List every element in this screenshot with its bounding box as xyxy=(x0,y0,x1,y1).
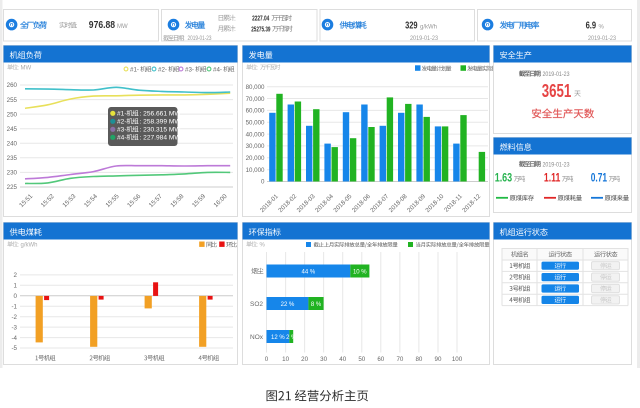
svg-text:225: 225 xyxy=(7,184,18,191)
svg-text:6.9: 6.9 xyxy=(586,20,597,32)
svg-text:250: 250 xyxy=(7,111,18,118)
svg-text:70: 70 xyxy=(396,356,403,363)
svg-text:#2-: #2- xyxy=(117,119,127,126)
svg-text::: : xyxy=(17,242,19,248)
svg-text::: : xyxy=(234,26,236,33)
svg-text::: : xyxy=(183,35,185,42)
svg-text:22 %: 22 % xyxy=(281,302,295,308)
svg-text:20,000: 20,000 xyxy=(246,155,265,162)
svg-text:0.71: 0.71 xyxy=(591,172,608,184)
svg-text:30,000: 30,000 xyxy=(246,143,265,150)
svg-text:#1-: #1- xyxy=(130,66,139,73)
svg-text:%: % xyxy=(260,242,266,248)
svg-text:g/kWh: g/kWh xyxy=(21,242,38,248)
svg-text:230: 230 xyxy=(7,170,18,177)
svg-text:-3: -3 xyxy=(11,324,17,331)
svg-text:-4: -4 xyxy=(11,335,17,342)
svg-text:60,000: 60,000 xyxy=(246,108,265,115)
svg-text:: 227.984 MW: : 227.984 MW xyxy=(140,135,182,142)
svg-text:0: 0 xyxy=(265,356,269,363)
svg-text:2 %: 2 % xyxy=(286,335,297,341)
svg-text:44 %: 44 % xyxy=(302,269,316,275)
svg-text:80: 80 xyxy=(415,356,422,363)
svg-text:%: % xyxy=(599,25,605,31)
svg-text:90: 90 xyxy=(435,356,442,363)
svg-text:329: 329 xyxy=(405,20,418,32)
svg-text:260: 260 xyxy=(7,82,18,89)
svg-text:g/kWh: g/kWh xyxy=(420,25,437,31)
svg-text::: : xyxy=(256,65,258,71)
svg-text:25275.39: 25275.39 xyxy=(251,24,270,33)
svg-text:100: 100 xyxy=(452,356,463,363)
svg-text:20: 20 xyxy=(301,356,308,363)
svg-text:235: 235 xyxy=(7,155,18,162)
svg-text:2019-01-23: 2019-01-23 xyxy=(588,36,617,42)
svg-text:80,000: 80,000 xyxy=(246,84,265,91)
svg-text:2019-01-23: 2019-01-23 xyxy=(543,161,570,168)
svg-text::: : xyxy=(17,65,19,71)
svg-text:976.88: 976.88 xyxy=(89,20,116,31)
svg-text:50,000: 50,000 xyxy=(246,120,265,127)
svg-text:-2: -2 xyxy=(11,314,17,321)
svg-text:#3-: #3- xyxy=(185,66,194,73)
svg-text:-5: -5 xyxy=(11,345,17,352)
svg-text::: : xyxy=(256,242,258,248)
svg-text:10,000: 10,000 xyxy=(246,167,265,174)
svg-text:1.11: 1.11 xyxy=(544,172,561,184)
svg-text:50: 50 xyxy=(358,356,365,363)
svg-text::: : xyxy=(540,161,542,168)
svg-text:3651: 3651 xyxy=(542,80,572,101)
svg-text:245: 245 xyxy=(7,126,18,133)
svg-text:40: 40 xyxy=(339,356,346,363)
svg-text:: 256.661 MW: : 256.661 MW xyxy=(140,111,182,118)
svg-text:12 %: 12 % xyxy=(271,335,285,341)
svg-text:SO2: SO2 xyxy=(250,301,263,308)
svg-text:1: 1 xyxy=(14,283,18,290)
svg-text:: 258.399 MW: : 258.399 MW xyxy=(140,119,182,126)
svg-text:10: 10 xyxy=(282,356,289,363)
svg-text:#1-: #1- xyxy=(117,111,127,118)
svg-text:1.63: 1.63 xyxy=(495,172,513,184)
svg-text:#3-: #3- xyxy=(117,127,127,134)
svg-text:8 %: 8 % xyxy=(311,302,322,308)
svg-text:10 %: 10 % xyxy=(353,269,367,275)
svg-text::: : xyxy=(234,15,236,22)
svg-text:30: 30 xyxy=(320,356,327,363)
svg-text:#2-: #2- xyxy=(158,66,167,73)
svg-text:: 230.315 MW: : 230.315 MW xyxy=(140,127,182,134)
svg-text:2019-01-23: 2019-01-23 xyxy=(188,36,213,42)
svg-text:40,000: 40,000 xyxy=(246,131,265,138)
svg-text:2227.04: 2227.04 xyxy=(252,14,270,23)
svg-text::: : xyxy=(76,23,78,30)
svg-text:2: 2 xyxy=(14,272,18,279)
svg-text:0: 0 xyxy=(14,293,18,300)
svg-text:MW: MW xyxy=(117,24,128,30)
svg-text:NOx: NOx xyxy=(250,334,264,341)
svg-text:60: 60 xyxy=(377,356,384,363)
svg-text:240: 240 xyxy=(7,141,18,148)
svg-text::: : xyxy=(540,71,542,78)
svg-text:#4-: #4- xyxy=(117,135,127,142)
svg-text:255: 255 xyxy=(7,97,18,104)
svg-text:2019-01-23: 2019-01-23 xyxy=(410,36,439,42)
svg-text:0: 0 xyxy=(261,179,265,186)
svg-text:MW: MW xyxy=(21,65,32,71)
svg-text:2019-01-23: 2019-01-23 xyxy=(543,71,570,78)
svg-text:-1: -1 xyxy=(11,303,17,310)
svg-text:70,000: 70,000 xyxy=(246,96,265,103)
svg-text:#4-: #4- xyxy=(213,66,222,73)
